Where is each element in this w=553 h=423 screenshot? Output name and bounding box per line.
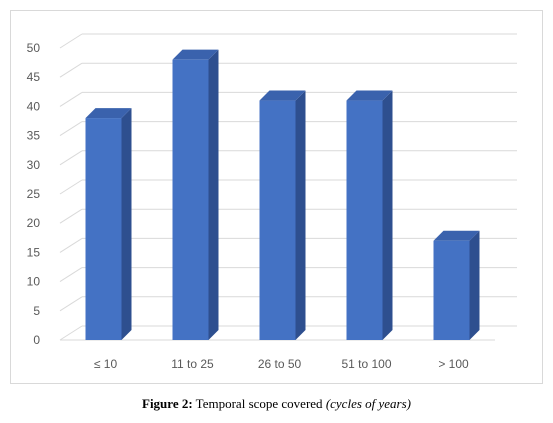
grid-depth-line: [59, 208, 83, 224]
figure-title: Temporal scope covered: [192, 396, 326, 411]
grid-depth-line: [59, 62, 83, 78]
bar: [346, 100, 383, 340]
y-tick-label: 45: [27, 70, 41, 84]
y-tick-label: 50: [27, 41, 41, 55]
bar-top: [259, 90, 306, 101]
y-tick-label: 10: [27, 275, 41, 289]
grid-depth-line: [59, 91, 83, 107]
y-tick-label: 25: [27, 187, 41, 201]
grid-depth-line: [59, 296, 83, 312]
bar-side: [121, 108, 132, 340]
grid-depth-line: [59, 325, 83, 341]
y-tick-label: 35: [27, 129, 41, 143]
y-tick-label: 30: [27, 158, 41, 172]
grid-depth-line: [59, 237, 83, 253]
bar-chart: 0 5 10 15 20 25 30 35 40 45 50 ≤ 10 11 to 25 26 to 50…: [27, 33, 517, 371]
x-tick-label: ≤ 10: [94, 357, 118, 371]
grid-depth-line: [59, 121, 83, 137]
y-tick-label: 0: [33, 333, 40, 347]
x-tick-label: > 100: [438, 357, 469, 371]
bar-side: [295, 90, 306, 340]
x-tick-label: 51 to 100: [341, 357, 391, 371]
x-tick-label: 11 to 25: [171, 357, 214, 371]
bar: [433, 240, 470, 340]
bar: [259, 100, 296, 340]
bar-side: [208, 49, 219, 341]
bar-side: [382, 90, 393, 340]
figure-note: (cycles of years): [325, 396, 411, 411]
figure-label: Figure 2:: [142, 396, 193, 411]
bar: [85, 118, 122, 340]
bar-top: [433, 230, 480, 241]
y-tick-label: 5: [33, 304, 40, 318]
grid-depth-line: [59, 33, 83, 49]
y-tick-label: 20: [27, 216, 41, 230]
bar-top: [85, 108, 132, 119]
grid-depth-line: [59, 267, 83, 283]
bar-side: [469, 230, 480, 340]
bar-top: [346, 90, 393, 101]
x-tick-label: 26 to 50: [258, 357, 302, 371]
y-tick-label: 40: [27, 99, 41, 113]
bar: [172, 59, 209, 341]
y-tick-label: 15: [27, 245, 41, 259]
grid-depth-line: [59, 150, 83, 166]
bar-top: [172, 49, 219, 60]
grid-depth-line: [59, 179, 83, 195]
figure-caption: Figure 2: Temporal scope covered (cycles…: [0, 396, 553, 412]
